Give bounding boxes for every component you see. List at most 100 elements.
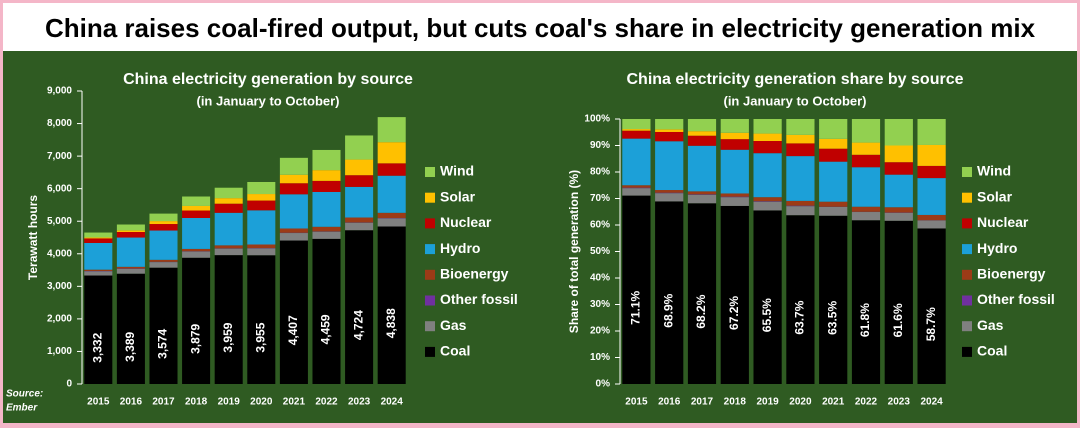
chart-title: China electricity generation share by so… — [626, 71, 963, 88]
y-tick-label: 4,000 — [47, 248, 72, 259]
bar-segment — [84, 271, 113, 276]
x-tick-label: 2022 — [315, 397, 338, 408]
bar-segment — [116, 268, 145, 274]
bar-segment — [84, 242, 113, 270]
bar-segment — [312, 149, 341, 171]
legend-label: Hydro — [977, 240, 1017, 256]
bar-segment — [786, 143, 815, 157]
x-tick-label: 2017 — [691, 397, 714, 408]
bar-segment — [884, 207, 913, 213]
bar-segment — [687, 119, 717, 132]
legend-label: Gas — [977, 317, 1004, 333]
bar-segment — [819, 161, 848, 202]
data-label: 3,389 — [123, 331, 137, 361]
bar-segment — [917, 178, 946, 215]
y-tick-label: 40% — [590, 273, 610, 284]
y-tick-label: 70% — [590, 193, 610, 204]
data-label: 4,838 — [384, 308, 398, 338]
bar-segment — [851, 119, 881, 143]
bar-segment — [687, 145, 717, 192]
y-tick-label: 8,000 — [47, 118, 72, 129]
bar-segment — [753, 140, 782, 154]
x-tick-label: 2020 — [250, 397, 273, 408]
bar-segment — [819, 215, 848, 384]
bar-segment — [819, 148, 848, 162]
legend-label: Hydro — [440, 240, 480, 256]
bar-segment — [786, 206, 815, 216]
bar-segment — [214, 198, 243, 204]
x-tick-label: 2020 — [789, 397, 812, 408]
legend-label: Bioenergy — [977, 266, 1046, 282]
bar-segment — [786, 156, 815, 201]
x-tick-label: 2015 — [87, 397, 110, 408]
chart-subtitle: (in January to October) — [723, 93, 866, 108]
title-band — [3, 3, 1077, 51]
bar-segment — [182, 210, 211, 218]
bar-segment — [377, 142, 406, 164]
y-tick-label: 20% — [590, 326, 610, 337]
data-label: 65.5% — [760, 298, 774, 332]
bar-segment — [884, 220, 913, 384]
y-tick-label: 100% — [584, 114, 610, 125]
bar-segment — [655, 119, 684, 130]
bar-segment — [786, 200, 815, 206]
bar-segment — [851, 206, 881, 212]
bar-segment — [655, 141, 684, 191]
bar-segment — [279, 228, 308, 233]
bar-segment — [182, 257, 211, 384]
y-axis-label: Share of total generation (%) — [567, 170, 581, 333]
bar-segment — [149, 224, 178, 231]
bar-segment — [247, 181, 276, 195]
data-label: 63.7% — [793, 300, 807, 334]
bar-segment — [84, 232, 113, 238]
bar-segment — [84, 269, 113, 271]
bar-segment — [786, 119, 815, 135]
bar-segment — [819, 201, 848, 207]
bar-segment — [753, 133, 782, 141]
bar-segment — [345, 135, 374, 160]
data-label: 3,332 — [90, 332, 104, 362]
bar-segment — [279, 157, 308, 175]
bar-segment — [917, 119, 946, 145]
legend-label: Nuclear — [440, 214, 492, 230]
data-label: 68.9% — [661, 293, 675, 327]
bar-segment — [312, 231, 341, 239]
data-label: 67.2% — [727, 296, 741, 330]
bar-segment — [884, 162, 913, 175]
bar-segment — [377, 218, 406, 227]
bar-segment — [622, 138, 651, 186]
x-tick-label: 2018 — [185, 397, 208, 408]
x-tick-label: 2016 — [120, 397, 143, 408]
legend-label: Wind — [440, 163, 474, 179]
bar-segment — [655, 201, 684, 384]
bar-segment — [622, 185, 651, 188]
bar-segment — [851, 212, 881, 221]
x-tick-label: 2016 — [658, 397, 681, 408]
y-tick-label: 3,000 — [47, 281, 72, 292]
bar-segment — [149, 230, 178, 260]
y-tick-label: 10% — [590, 352, 610, 363]
bar-segment — [687, 135, 717, 146]
y-tick-label: 90% — [590, 140, 610, 151]
bar-segment — [687, 131, 717, 136]
legend-label: Coal — [977, 343, 1007, 359]
bar-segment — [720, 132, 749, 140]
bar-segment — [84, 238, 113, 243]
x-tick-label: 2019 — [218, 397, 241, 408]
bar-segment — [116, 273, 145, 384]
bar-segment — [312, 226, 341, 232]
bar-segment — [149, 221, 178, 225]
bar-segment — [720, 197, 749, 206]
bar-segment — [279, 194, 308, 229]
bar-segment — [312, 238, 341, 384]
legend-swatch — [962, 321, 972, 332]
data-label: 4,459 — [319, 314, 333, 344]
bar-segment — [917, 144, 946, 166]
bar-segment — [819, 206, 848, 216]
legend-label: Other fossil — [977, 291, 1055, 307]
bar-segment — [720, 119, 749, 133]
bar-segment — [84, 275, 113, 384]
bar-segment — [182, 248, 211, 252]
data-label: 4,724 — [351, 310, 365, 340]
bar-segment — [345, 217, 374, 223]
